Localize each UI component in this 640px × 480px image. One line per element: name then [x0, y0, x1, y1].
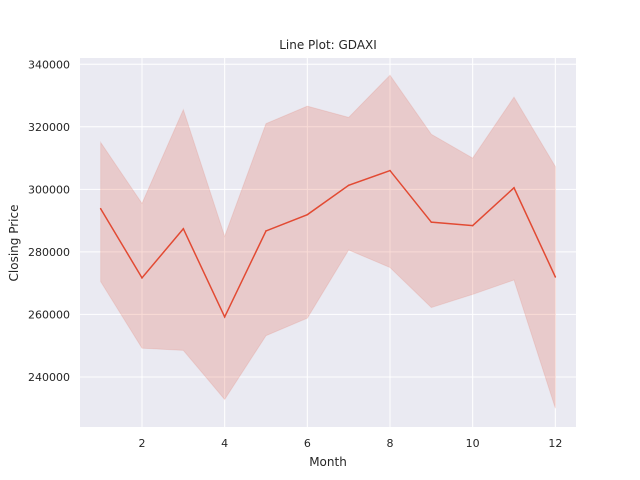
y-tick-labels: 240000 260000 280000 300000 320000 340000	[28, 58, 70, 384]
x-tick-label: 12	[548, 437, 562, 450]
data-point	[99, 207, 102, 210]
data-point	[306, 213, 309, 216]
data-point	[223, 316, 226, 318]
data-point	[347, 184, 350, 187]
x-tick-label: 6	[304, 437, 311, 450]
grid	[80, 58, 576, 427]
y-tick-label: 340000	[28, 58, 70, 71]
y-tick-label: 260000	[28, 308, 70, 321]
data-point	[554, 276, 557, 278]
y-axis-label: Closing Price	[7, 205, 21, 282]
x-tick-label: 2	[139, 437, 146, 450]
x-tick-labels: 2 4 6 8 10 12	[139, 437, 563, 450]
y-tick-label: 280000	[28, 246, 70, 259]
plot-area	[80, 58, 576, 427]
data-point	[182, 227, 185, 230]
x-axis-label: Month	[309, 455, 347, 469]
data-point	[471, 224, 474, 227]
confidence-band	[100, 74, 556, 409]
data-points	[99, 169, 557, 318]
x-tick-label: 10	[466, 437, 480, 450]
data-point	[265, 230, 267, 232]
data-point	[141, 277, 143, 279]
y-tick-label: 300000	[28, 183, 70, 196]
data-point	[430, 221, 433, 223]
data-point	[389, 169, 391, 172]
chart-title: Line Plot: GDAXI	[279, 38, 377, 52]
x-tick-label: 4	[221, 437, 228, 450]
data-point	[513, 186, 515, 189]
x-tick-label: 8	[387, 437, 394, 450]
y-tick-label: 240000	[28, 371, 70, 384]
series-line	[100, 169, 557, 319]
y-tick-label: 320000	[28, 121, 70, 134]
